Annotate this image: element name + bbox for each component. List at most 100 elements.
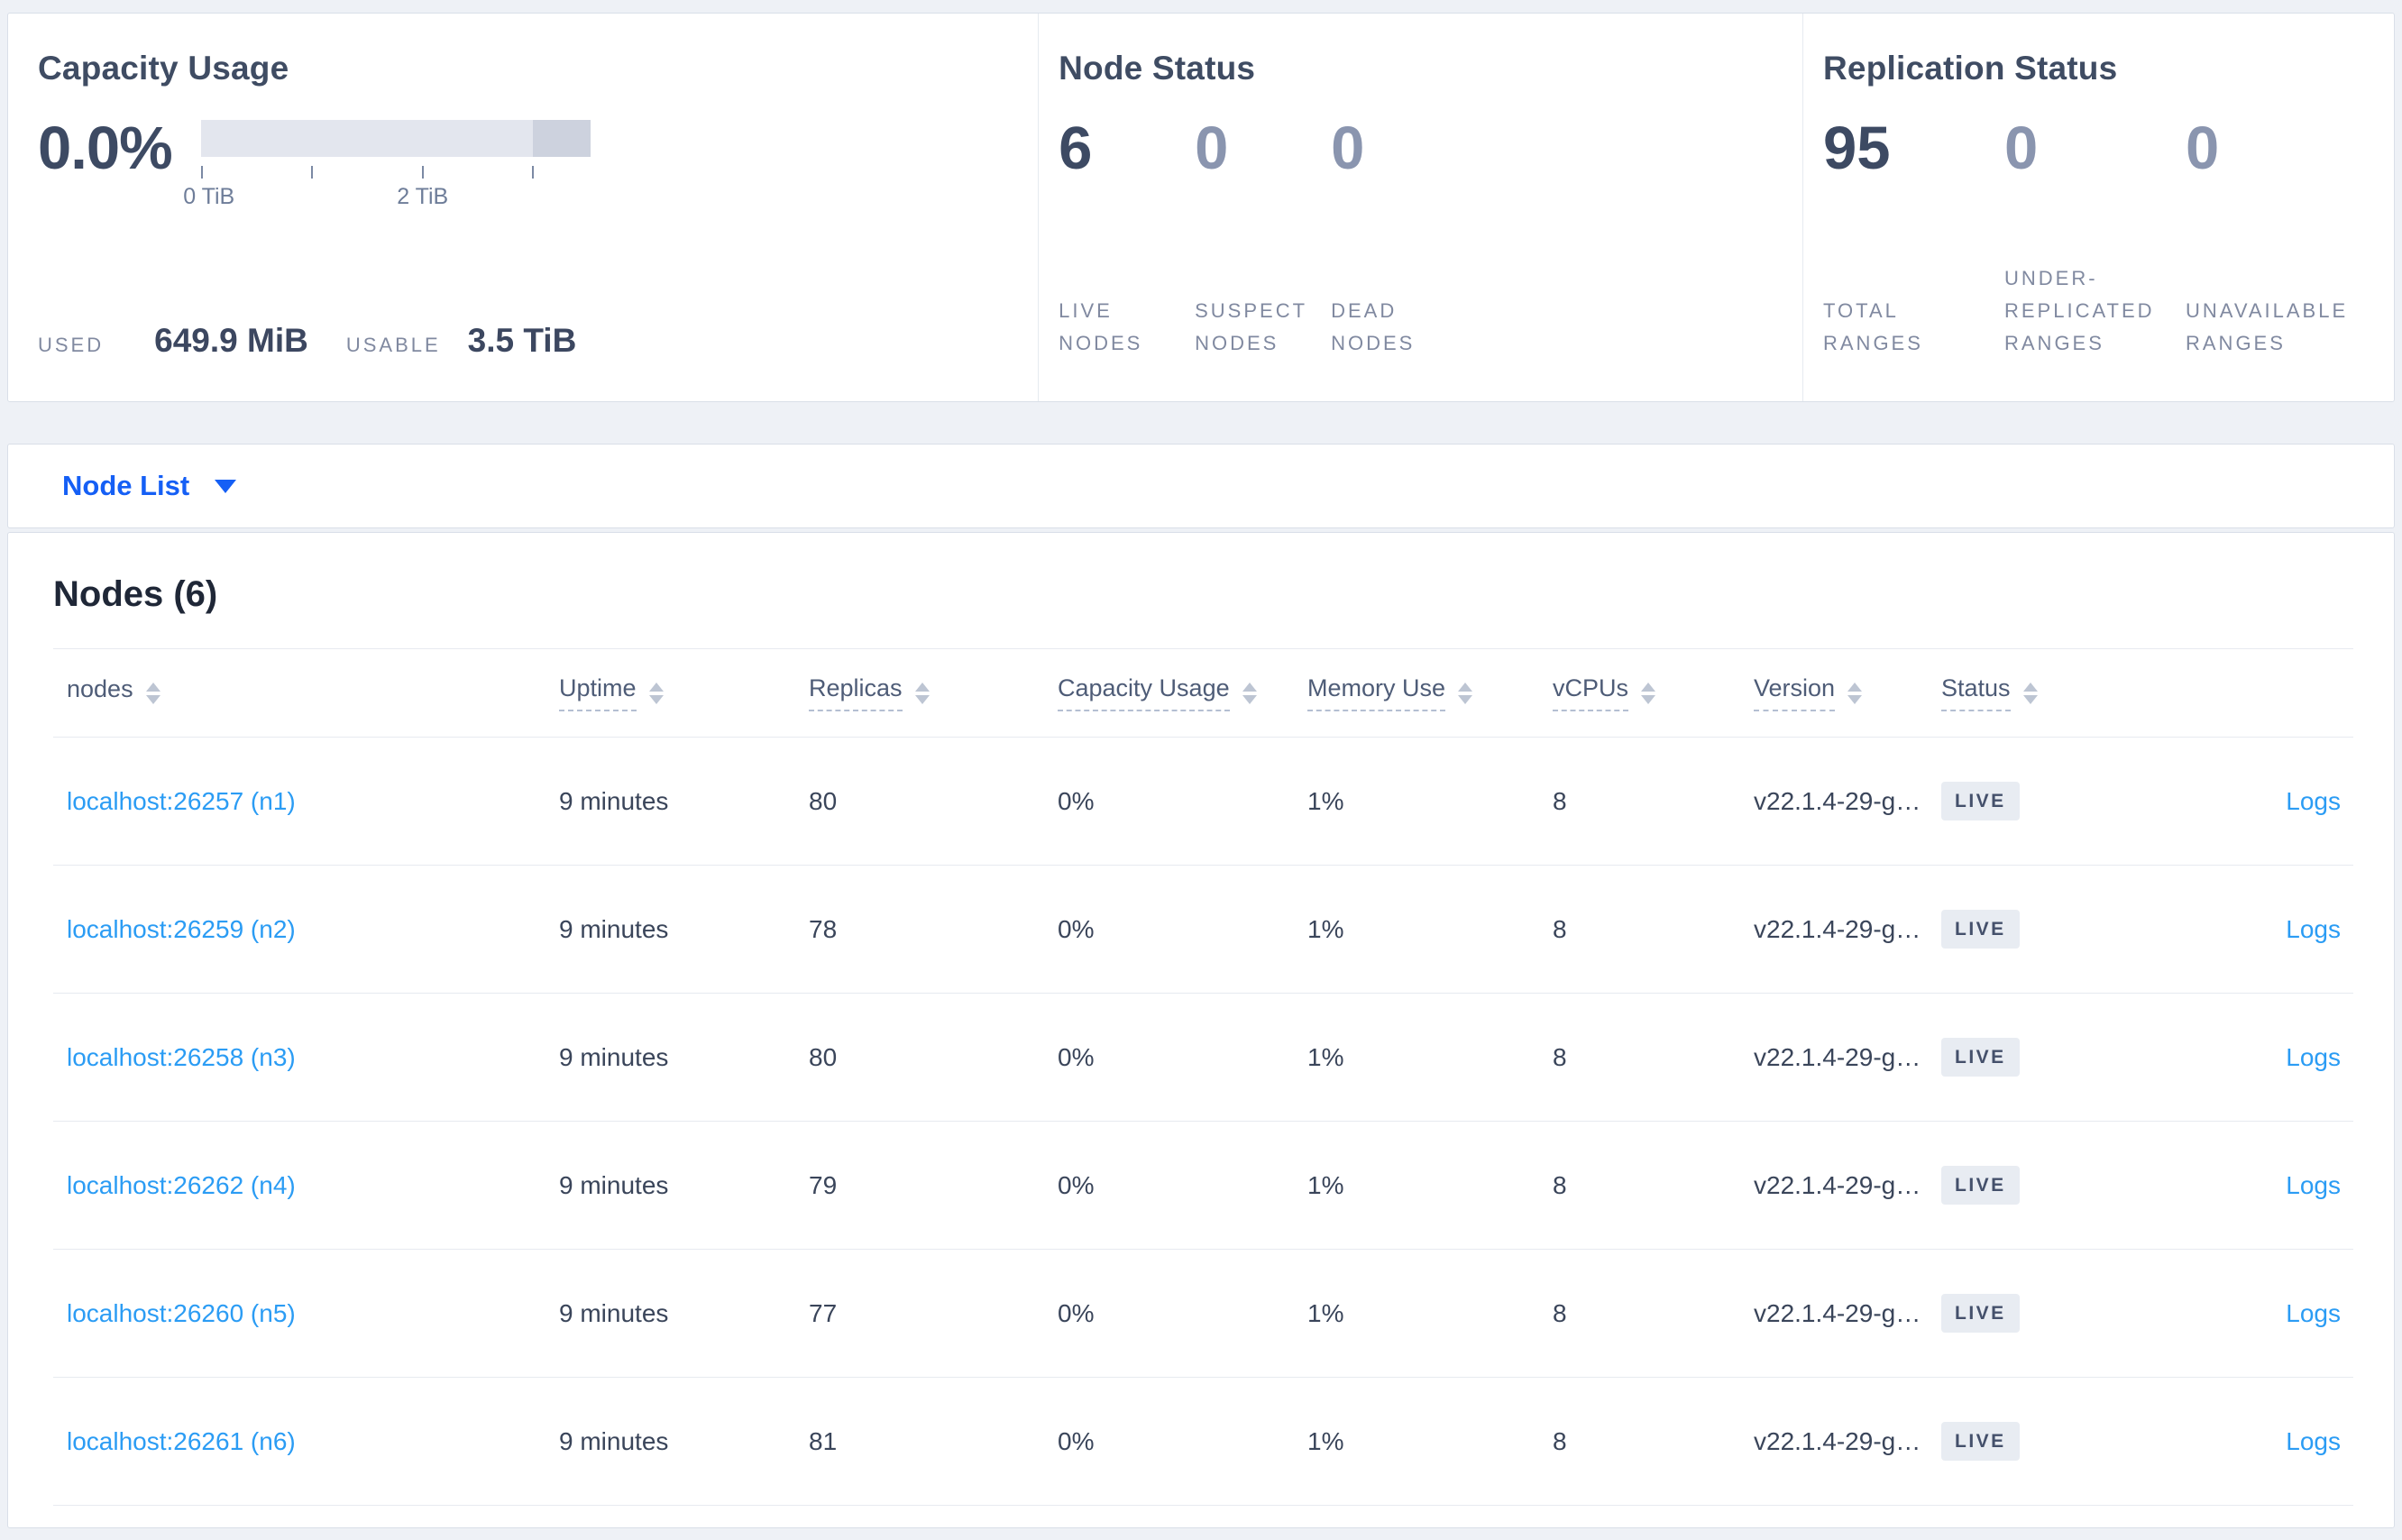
column-header-replicas[interactable]: Replicas — [809, 674, 1058, 711]
table-row: localhost:26260 (n5) 9 minutes 77 0% 1% … — [53, 1250, 2353, 1378]
column-header-capacity-usage[interactable]: Capacity Usage — [1058, 674, 1307, 711]
cluster-summary-card: Capacity Usage 0.0% 0 TiB 2 TiB USED 649… — [7, 13, 2395, 402]
memory-cell: 1% — [1307, 1426, 1344, 1455]
under-replicated-ranges-label: UNDER- REPLICATED RANGES — [2004, 267, 2155, 354]
dead-nodes-label: DEAD NODES — [1331, 299, 1416, 354]
capacity-gauge: 0 TiB 2 TiB — [183, 120, 591, 209]
replicas-cell: 81 — [809, 1426, 838, 1455]
sort-icon — [648, 682, 664, 704]
capacity-cell: 0% — [1058, 786, 1095, 815]
logs-link[interactable]: Logs — [2286, 914, 2341, 943]
sort-icon — [145, 682, 160, 704]
vcpus-cell: 8 — [1553, 1426, 1567, 1455]
live-nodes-count: 6 — [1059, 115, 1093, 182]
capacity-cell: 0% — [1058, 1426, 1095, 1455]
sort-icon — [1847, 682, 1863, 704]
status-badge: LIVE — [1941, 1038, 2020, 1077]
capacity-gauge-axis: 0 TiB 2 TiB — [183, 157, 591, 209]
uptime-cell: 9 minutes — [559, 914, 669, 943]
capacity-usage-section: Capacity Usage 0.0% 0 TiB 2 TiB USED 649… — [8, 14, 1038, 401]
status-badge: LIVE — [1941, 782, 2020, 820]
node-link[interactable]: localhost:26257 (n1) — [67, 786, 296, 815]
live-nodes-label: LIVE NODES — [1059, 299, 1143, 354]
logs-link[interactable]: Logs — [2286, 1170, 2341, 1199]
uptime-cell: 9 minutes — [559, 1042, 669, 1071]
unavailable-ranges-count: 0 — [2186, 115, 2220, 182]
usable-value: 3.5 TiB — [467, 322, 577, 359]
node-link[interactable]: localhost:26261 (n6) — [67, 1426, 296, 1455]
node-status-section: Node Status 6 0 0 LIVE NODES SUSPECT NOD… — [1038, 14, 1802, 401]
table-row: localhost:26262 (n4) 9 minutes 79 0% 1% … — [53, 1122, 2353, 1250]
status-badge: LIVE — [1941, 1166, 2020, 1205]
axis-tick-label-0: 0 TiB — [183, 184, 235, 209]
capacity-used-percent: 0.0% — [38, 115, 173, 182]
suspect-nodes-count: 0 — [1195, 115, 1229, 182]
axis-tick — [421, 166, 424, 179]
status-badge: LIVE — [1941, 1422, 2020, 1461]
vcpus-cell: 8 — [1553, 786, 1567, 815]
version-cell: v22.1.4-29-g… — [1754, 914, 1921, 943]
memory-cell: 1% — [1307, 1042, 1344, 1071]
replication-status-section: Replication Status 95 0 0 TOTAL RANGES U… — [1802, 14, 2394, 401]
column-header-vcpus[interactable]: vCPUs — [1553, 674, 1754, 711]
under-replicated-ranges-count: 0 — [2004, 115, 2039, 182]
suspect-nodes-label: SUSPECT NODES — [1195, 299, 1308, 354]
capacity-gauge-nonusable-segment — [532, 120, 591, 157]
chevron-down-icon — [215, 479, 237, 493]
memory-cell: 1% — [1307, 1298, 1344, 1327]
column-header-status[interactable]: Status — [1941, 674, 2147, 711]
logs-link[interactable]: Logs — [2286, 786, 2341, 815]
column-header-memory-use[interactable]: Memory Use — [1307, 674, 1553, 711]
status-badge: LIVE — [1941, 1294, 2020, 1333]
axis-tick — [200, 166, 203, 179]
column-header-nodes[interactable]: nodes — [53, 675, 559, 710]
sort-icon — [1458, 682, 1473, 704]
uptime-cell: 9 minutes — [559, 1298, 669, 1327]
replicas-cell: 77 — [809, 1298, 838, 1327]
nodes-table-header-row: nodes Uptime Replicas Capacity Usage Mem… — [53, 649, 2353, 738]
vcpus-cell: 8 — [1553, 1170, 1567, 1199]
uptime-cell: 9 minutes — [559, 786, 669, 815]
table-row: localhost:26259 (n2) 9 minutes 78 0% 1% … — [53, 866, 2353, 994]
node-link[interactable]: localhost:26260 (n5) — [67, 1298, 296, 1327]
total-ranges-count: 95 — [1823, 115, 1891, 182]
used-label: USED — [38, 334, 105, 356]
version-cell: v22.1.4-29-g… — [1754, 786, 1921, 815]
memory-cell: 1% — [1307, 914, 1344, 943]
version-cell: v22.1.4-29-g… — [1754, 1426, 1921, 1455]
used-value: 649.9 MiB — [154, 322, 308, 359]
sort-icon — [914, 682, 930, 704]
status-badge: LIVE — [1941, 910, 2020, 949]
node-link[interactable]: localhost:26259 (n2) — [67, 914, 296, 943]
sort-icon — [2022, 682, 2038, 704]
node-status-title: Node Status — [1059, 50, 1256, 87]
capacity-usage-title: Capacity Usage — [38, 50, 289, 87]
logs-link[interactable]: Logs — [2286, 1298, 2341, 1327]
logs-link[interactable]: Logs — [2286, 1042, 2341, 1071]
usable-label: USABLE — [345, 334, 441, 356]
nodes-table-title: Nodes (6) — [53, 574, 218, 614]
view-selector-label[interactable]: Node List — [62, 470, 190, 501]
memory-cell: 1% — [1307, 1170, 1344, 1199]
dead-nodes-count: 0 — [1331, 115, 1365, 182]
version-cell: v22.1.4-29-g… — [1754, 1170, 1921, 1199]
uptime-cell: 9 minutes — [559, 1426, 669, 1455]
table-row: localhost:26261 (n6) 9 minutes 81 0% 1% … — [53, 1378, 2353, 1506]
nodes-table: nodes Uptime Replicas Capacity Usage Mem… — [53, 648, 2353, 1506]
replicas-cell: 78 — [809, 914, 838, 943]
vcpus-cell: 8 — [1553, 1042, 1567, 1071]
logs-link[interactable]: Logs — [2286, 1426, 2341, 1455]
version-cell: v22.1.4-29-g… — [1754, 1298, 1921, 1327]
replicas-cell: 80 — [809, 786, 838, 815]
table-row: localhost:26258 (n3) 9 minutes 80 0% 1% … — [53, 994, 2353, 1122]
view-selector-dropdown[interactable]: Node List — [7, 444, 2395, 528]
capacity-cell: 0% — [1058, 1298, 1095, 1327]
capacity-cell: 0% — [1058, 1170, 1095, 1199]
uptime-cell: 9 minutes — [559, 1170, 669, 1199]
column-header-version[interactable]: Version — [1754, 674, 1941, 711]
column-header-uptime[interactable]: Uptime — [559, 674, 809, 711]
node-link[interactable]: localhost:26258 (n3) — [67, 1042, 296, 1071]
version-cell: v22.1.4-29-g… — [1754, 1042, 1921, 1071]
unavailable-ranges-label: UNAVAILABLE RANGES — [2186, 299, 2349, 354]
node-link[interactable]: localhost:26262 (n4) — [67, 1170, 296, 1199]
